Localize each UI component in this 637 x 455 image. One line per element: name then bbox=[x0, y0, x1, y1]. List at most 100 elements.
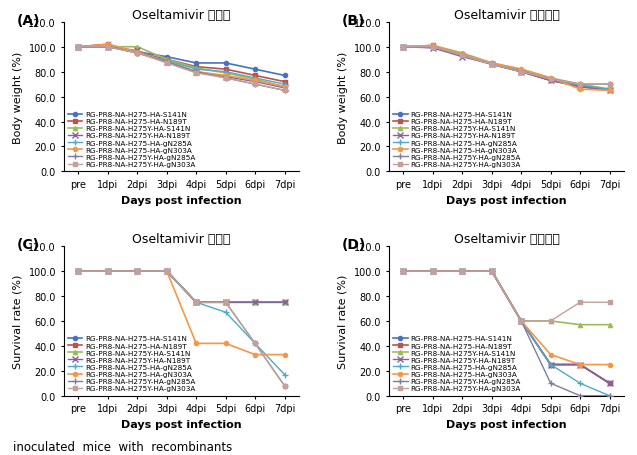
RG-PR8-NA-H275-HA-gN285A bbox=[606, 393, 613, 399]
RG-PR8-NA-H275Y-HA-S141N bbox=[192, 300, 200, 305]
RG-PR8-NA-H275Y-HA-S141N bbox=[429, 44, 437, 49]
Line: RG-PR8-NA-H275Y-HA-N189T: RG-PR8-NA-H275Y-HA-N189T bbox=[401, 45, 612, 94]
RG-PR8-NA-H275Y-HA-gN285A bbox=[576, 393, 584, 399]
RG-PR8-NA-H275-HA-S141N bbox=[251, 300, 259, 305]
Line: RG-PR8-NA-H275-HA-gN303A: RG-PR8-NA-H275-HA-gN303A bbox=[76, 43, 287, 90]
RG-PR8-NA-H275Y-HA-gN303A bbox=[163, 61, 171, 66]
Y-axis label: Body weight (%): Body weight (%) bbox=[338, 51, 348, 143]
RG-PR8-NA-H275Y-HA-S141N bbox=[251, 77, 259, 83]
RG-PR8-NA-H275Y-HA-gN285A bbox=[163, 269, 171, 274]
RG-PR8-NA-H275-HA-S141N bbox=[251, 67, 259, 73]
RG-PR8-NA-H275Y-HA-S141N bbox=[606, 87, 613, 93]
RG-PR8-NA-H275Y-HA-N189T bbox=[281, 300, 289, 305]
RG-PR8-NA-H275-HA-gN303A bbox=[576, 362, 584, 368]
RG-PR8-NA-H275-HA-N189T bbox=[488, 62, 496, 68]
RG-PR8-NA-H275-HA-gN303A bbox=[459, 52, 466, 58]
RG-PR8-NA-H275Y-HA-gN285A bbox=[192, 300, 200, 305]
RG-PR8-NA-H275-HA-N189T bbox=[134, 269, 141, 274]
RG-PR8-NA-H275Y-HA-N189T bbox=[459, 55, 466, 61]
RG-PR8-NA-H275-HA-gN285A bbox=[222, 310, 229, 315]
RG-PR8-NA-H275-HA-gN303A bbox=[576, 87, 584, 93]
RG-PR8-NA-H275-HA-gN285A bbox=[576, 83, 584, 89]
RG-PR8-NA-H275-HA-gN285A bbox=[192, 300, 200, 305]
RG-PR8-NA-H275Y-HA-S141N bbox=[75, 269, 82, 274]
RG-PR8-NA-H275-HA-N189T bbox=[488, 269, 496, 274]
Line: RG-PR8-NA-H275Y-HA-gN285A: RG-PR8-NA-H275Y-HA-gN285A bbox=[76, 45, 287, 94]
RG-PR8-NA-H275Y-HA-gN285A bbox=[399, 45, 407, 51]
RG-PR8-NA-H275-HA-S141N bbox=[606, 88, 613, 94]
RG-PR8-NA-H275Y-HA-gN303A bbox=[75, 269, 82, 274]
Line: RG-PR8-NA-H275-HA-gN303A: RG-PR8-NA-H275-HA-gN303A bbox=[401, 269, 612, 367]
RG-PR8-NA-H275Y-HA-gN303A bbox=[429, 269, 437, 274]
RG-PR8-NA-H275Y-HA-gN303A bbox=[576, 82, 584, 88]
RG-PR8-NA-H275Y-HA-N189T bbox=[517, 318, 525, 324]
RG-PR8-NA-H275-HA-S141N bbox=[281, 74, 289, 79]
RG-PR8-NA-H275Y-HA-gN303A bbox=[281, 88, 289, 94]
RG-PR8-NA-H275Y-HA-S141N bbox=[517, 318, 525, 324]
RG-PR8-NA-H275Y-HA-gN303A bbox=[517, 70, 525, 75]
RG-PR8-NA-H275-HA-gN285A bbox=[576, 381, 584, 386]
RG-PR8-NA-H275-HA-gN303A bbox=[606, 88, 613, 94]
RG-PR8-NA-H275Y-HA-N189T bbox=[429, 269, 437, 274]
RG-PR8-NA-H275-HA-N189T bbox=[399, 269, 407, 274]
Line: RG-PR8-NA-H275Y-HA-gN303A: RG-PR8-NA-H275Y-HA-gN303A bbox=[401, 269, 612, 324]
RG-PR8-NA-H275-HA-gN285A bbox=[547, 362, 554, 368]
RG-PR8-NA-H275-HA-S141N bbox=[547, 78, 554, 84]
RG-PR8-NA-H275Y-HA-S141N bbox=[517, 67, 525, 73]
RG-PR8-NA-H275Y-HA-gN303A bbox=[576, 300, 584, 305]
RG-PR8-NA-H275Y-HA-gN285A bbox=[517, 70, 525, 75]
RG-PR8-NA-H275-HA-gN303A bbox=[399, 269, 407, 274]
Line: RG-PR8-NA-H275Y-HA-N189T: RG-PR8-NA-H275Y-HA-N189T bbox=[76, 269, 287, 305]
RG-PR8-NA-H275Y-HA-S141N bbox=[281, 85, 289, 90]
RG-PR8-NA-H275-HA-gN285A bbox=[429, 45, 437, 51]
RG-PR8-NA-H275Y-HA-N189T bbox=[251, 300, 259, 305]
RG-PR8-NA-H275Y-HA-N189T bbox=[606, 381, 613, 386]
RG-PR8-NA-H275-HA-gN303A bbox=[517, 67, 525, 73]
RG-PR8-NA-H275-HA-N189T bbox=[547, 362, 554, 368]
Title: Oseltamivir 비투여군: Oseltamivir 비투여군 bbox=[454, 233, 559, 245]
RG-PR8-NA-H275Y-HA-gN285A bbox=[134, 51, 141, 56]
RG-PR8-NA-H275-HA-S141N bbox=[576, 83, 584, 89]
RG-PR8-NA-H275Y-HA-S141N bbox=[429, 269, 437, 274]
RG-PR8-NA-H275-HA-gN303A bbox=[429, 44, 437, 49]
Line: RG-PR8-NA-H275Y-HA-gN303A: RG-PR8-NA-H275Y-HA-gN303A bbox=[76, 46, 287, 93]
RG-PR8-NA-H275Y-HA-gN303A bbox=[547, 318, 554, 324]
RG-PR8-NA-H275Y-HA-N189T bbox=[547, 78, 554, 84]
X-axis label: Days post infection: Days post infection bbox=[121, 419, 242, 429]
RG-PR8-NA-H275-HA-S141N bbox=[104, 45, 111, 51]
RG-PR8-NA-H275Y-HA-S141N bbox=[488, 269, 496, 274]
RG-PR8-NA-H275Y-HA-N189T bbox=[192, 300, 200, 305]
RG-PR8-NA-H275-HA-N189T bbox=[75, 269, 82, 274]
RG-PR8-NA-H275Y-HA-N189T bbox=[104, 45, 111, 51]
RG-PR8-NA-H275Y-HA-N189T bbox=[488, 269, 496, 274]
RG-PR8-NA-H275-HA-N189T bbox=[399, 45, 407, 51]
RG-PR8-NA-H275-HA-gN285A bbox=[488, 61, 496, 66]
X-axis label: Days post infection: Days post infection bbox=[446, 419, 567, 429]
RG-PR8-NA-H275Y-HA-N189T bbox=[399, 269, 407, 274]
RG-PR8-NA-H275Y-HA-N189T bbox=[192, 70, 200, 75]
Title: Oseltamivir 투여군: Oseltamivir 투여군 bbox=[132, 233, 231, 245]
RG-PR8-NA-H275Y-HA-gN285A bbox=[222, 300, 229, 305]
RG-PR8-NA-H275-HA-gN303A bbox=[222, 341, 229, 346]
RG-PR8-NA-H275Y-HA-gN303A bbox=[488, 269, 496, 274]
RG-PR8-NA-H275Y-HA-gN285A bbox=[459, 269, 466, 274]
RG-PR8-NA-H275-HA-S141N bbox=[192, 61, 200, 66]
RG-PR8-NA-H275-HA-S141N bbox=[163, 269, 171, 274]
RG-PR8-NA-H275-HA-N189T bbox=[251, 300, 259, 305]
RG-PR8-NA-H275Y-HA-S141N bbox=[222, 71, 229, 76]
RG-PR8-NA-H275-HA-S141N bbox=[488, 62, 496, 68]
RG-PR8-NA-H275-HA-gN285A bbox=[488, 269, 496, 274]
Text: (A): (A) bbox=[17, 14, 40, 28]
RG-PR8-NA-H275Y-HA-gN303A bbox=[75, 45, 82, 51]
Line: RG-PR8-NA-H275-HA-gN285A: RG-PR8-NA-H275-HA-gN285A bbox=[401, 269, 612, 399]
RG-PR8-NA-H275-HA-S141N bbox=[429, 45, 437, 51]
Line: RG-PR8-NA-H275-HA-S141N: RG-PR8-NA-H275-HA-S141N bbox=[76, 269, 287, 305]
Line: RG-PR8-NA-H275-HA-gN303A: RG-PR8-NA-H275-HA-gN303A bbox=[401, 44, 612, 93]
RG-PR8-NA-H275Y-HA-S141N bbox=[606, 322, 613, 328]
RG-PR8-NA-H275-HA-gN303A bbox=[251, 78, 259, 84]
Legend: RG-PR8-NA-H275-HA-S141N, RG-PR8-NA-H275-HA-N189T, RG-PR8-NA-H275Y-HA-S141N, RG-P: RG-PR8-NA-H275-HA-S141N, RG-PR8-NA-H275-… bbox=[68, 111, 196, 168]
RG-PR8-NA-H275-HA-gN303A bbox=[547, 352, 554, 358]
Legend: RG-PR8-NA-H275-HA-S141N, RG-PR8-NA-H275-HA-N189T, RG-PR8-NA-H275Y-HA-S141N, RG-P: RG-PR8-NA-H275-HA-S141N, RG-PR8-NA-H275-… bbox=[392, 111, 522, 168]
RG-PR8-NA-H275-HA-gN303A bbox=[134, 269, 141, 274]
Line: RG-PR8-NA-H275-HA-gN285A: RG-PR8-NA-H275-HA-gN285A bbox=[76, 269, 287, 378]
